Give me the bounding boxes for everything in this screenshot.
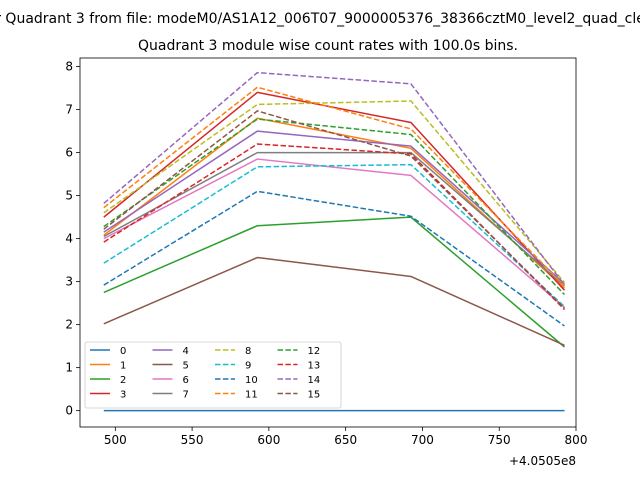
legend-label-13: 13 [308, 361, 321, 372]
x-tick-label: 750 [488, 433, 511, 447]
y-tick-label: 0 [65, 404, 73, 418]
legend-label-5: 5 [183, 361, 189, 372]
legend-label-7: 7 [183, 390, 189, 401]
y-tick-label: 8 [65, 60, 73, 74]
series-line-15 [103, 110, 566, 309]
chart-title: Quadrant 3 module wise count rates with … [138, 38, 518, 54]
x-axis-offset-label: +4.0505e8 [509, 454, 576, 468]
series-line-10 [103, 190, 565, 327]
legend-label-15: 15 [308, 390, 321, 401]
series-line-7 [103, 151, 565, 287]
legend-label-0: 0 [120, 346, 126, 357]
series-line-12 [103, 118, 566, 296]
y-tick-label: 7 [65, 103, 73, 117]
x-tick-label: 600 [257, 433, 280, 447]
y-tick-label: 6 [65, 146, 73, 160]
series-line-11 [103, 86, 566, 287]
legend-label-4: 4 [183, 346, 189, 357]
x-tick-label: 800 [565, 433, 588, 447]
legend-label-2: 2 [120, 375, 126, 386]
series-line-3 [103, 91, 566, 291]
legend-label-9: 9 [245, 361, 251, 372]
series-line-6 [103, 158, 565, 309]
axes-frame [79, 57, 577, 428]
legend-box [84, 341, 342, 409]
legend-label-6: 6 [183, 375, 189, 386]
y-tick-label: 5 [65, 189, 73, 203]
y-tick-label: 1 [65, 361, 73, 375]
legend-label-3: 3 [120, 390, 126, 401]
y-tick-label: 4 [65, 232, 73, 246]
x-tick-label: 700 [411, 433, 434, 447]
legend-label-10: 10 [245, 375, 258, 386]
series-line-8 [103, 100, 566, 283]
series-line-9 [103, 163, 565, 308]
y-tick-label: 2 [65, 318, 73, 332]
plot-area: 500 550 600 650 700 750 8000123456780123456789… [65, 57, 588, 447]
series-line-14 [103, 71, 566, 286]
legend-label-11: 11 [245, 390, 258, 401]
series-line-2 [103, 216, 565, 348]
x-tick-label: 500 [104, 433, 127, 447]
series-line-5 [103, 256, 565, 346]
x-tick-label: 650 [334, 433, 357, 447]
legend-label-14: 14 [308, 375, 321, 386]
chart-suptitle: Plot for Quadrant 3 from file: modeM0/AS… [0, 11, 640, 27]
legend-label-1: 1 [120, 361, 126, 372]
x-tick-label: 550 [181, 433, 204, 447]
legend-label-8: 8 [245, 346, 251, 357]
legend-label-12: 12 [308, 346, 321, 357]
y-tick-label: 3 [65, 275, 73, 289]
